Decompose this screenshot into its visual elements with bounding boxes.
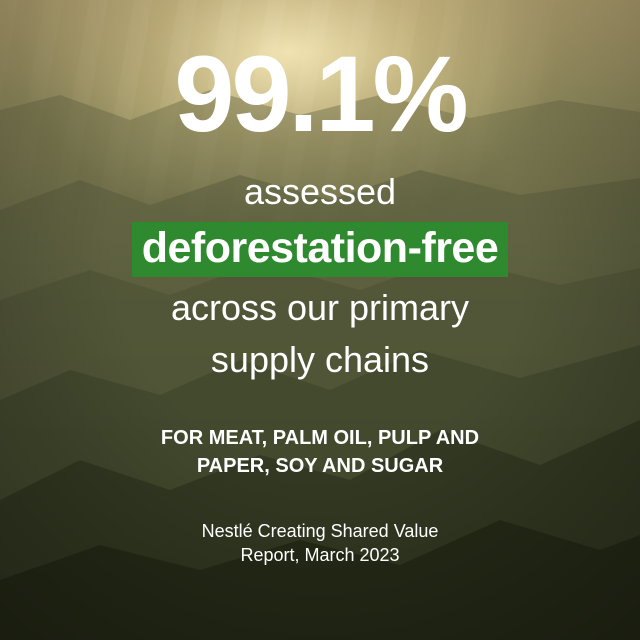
headline-line-assessed: assessed (243, 171, 397, 212)
highlight-badge: deforestation-free (131, 222, 509, 278)
scope-line-2: PAPER, SOY AND SUGAR (196, 455, 444, 477)
highlight-row: deforestation-free (0, 222, 640, 278)
headline-stat: 99.1% (174, 33, 468, 154)
scope-line-1: FOR MEAT, PALM OIL, PULP AND (160, 427, 480, 449)
source-line-2: Report, March 2023 (240, 545, 400, 565)
headline-line-primary: across our primary (170, 287, 470, 328)
headline-line-supply: supply chains (210, 339, 430, 380)
source-line-1: Nestlé Creating Shared Value (201, 521, 439, 541)
